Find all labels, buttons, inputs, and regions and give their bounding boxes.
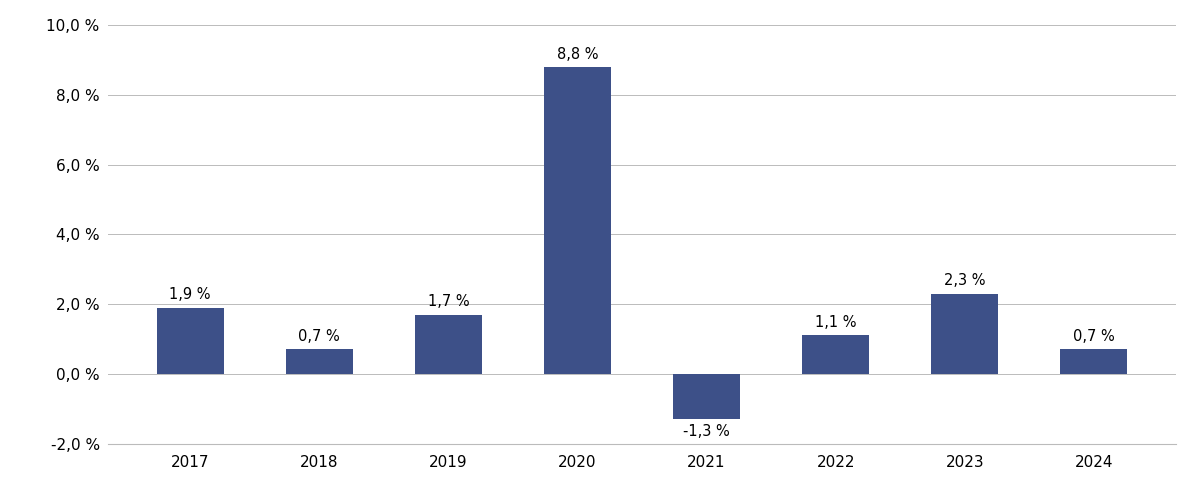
Bar — [802, 336, 869, 374]
Bar — [673, 374, 740, 419]
Bar — [931, 294, 998, 374]
Bar — [1061, 349, 1128, 374]
Text: 8,8 %: 8,8 % — [557, 47, 598, 62]
Text: 1,9 %: 1,9 % — [169, 287, 211, 302]
Bar — [286, 349, 353, 374]
Text: 2,3 %: 2,3 % — [944, 273, 985, 288]
Text: 1,7 %: 1,7 % — [427, 294, 469, 309]
Text: 1,1 %: 1,1 % — [815, 315, 857, 330]
Text: 0,7 %: 0,7 % — [1073, 329, 1115, 344]
Text: -1,3 %: -1,3 % — [683, 424, 730, 439]
Bar — [544, 67, 611, 374]
Text: 0,7 %: 0,7 % — [299, 329, 340, 344]
Bar — [415, 314, 482, 374]
Bar — [156, 307, 223, 374]
